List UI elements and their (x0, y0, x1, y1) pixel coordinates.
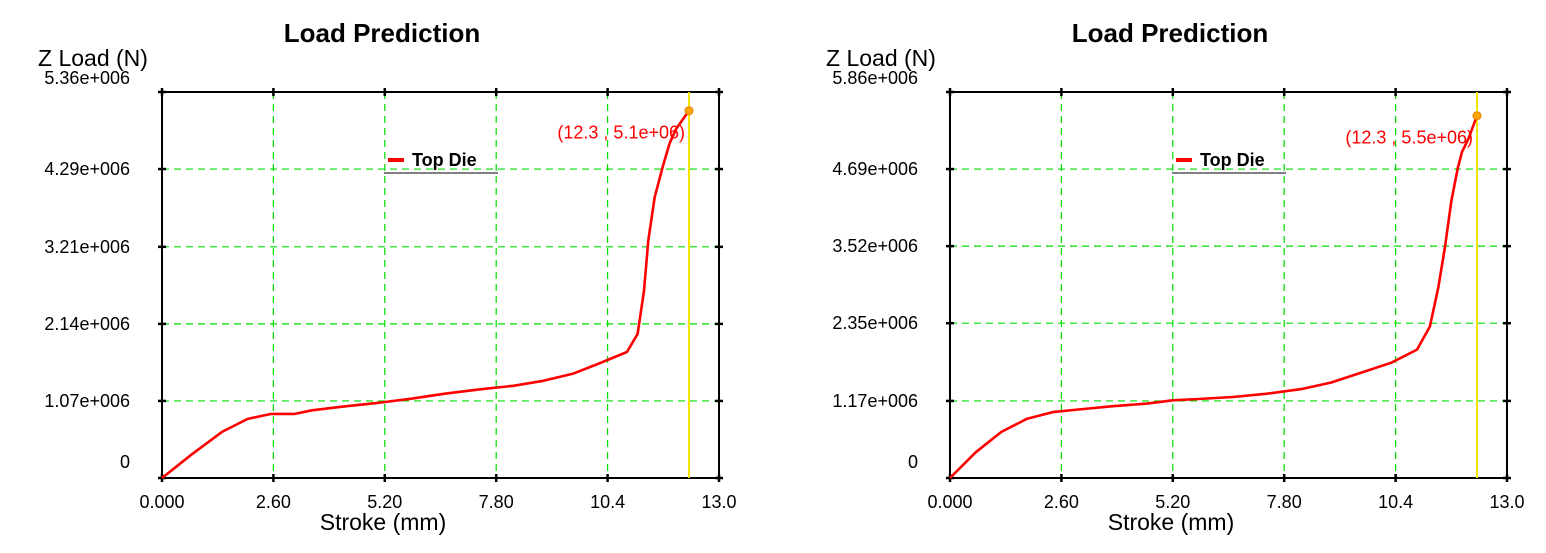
y-axis-label: Z Load (N) (38, 45, 148, 71)
chart-panel-right: Load Prediction Z Load (N) Stroke (mm) 0 1.1… (788, 0, 1546, 553)
x-tick-label: 7.80 (1267, 492, 1302, 512)
x-tick-label: 0.000 (927, 492, 972, 512)
x-tick-label: 2.60 (1044, 492, 1079, 512)
y-tick-label: 4.29e+006 (44, 159, 130, 179)
y-tick-label: 1.07e+006 (44, 391, 130, 411)
x-axis-label: Stroke (mm) (1108, 509, 1235, 535)
y-tick-label: 5.36e+006 (44, 68, 130, 88)
plot-frame (949, 91, 1508, 479)
y-axis-label: Z Load (N) (826, 45, 936, 71)
y-tick-label: 1.17e+006 (832, 391, 918, 411)
x-tick-label: 2.60 (256, 492, 291, 512)
chart-title: Load Prediction (1072, 18, 1268, 48)
x-axis-label: Stroke (mm) (320, 509, 447, 535)
chart-panel-left: Load Prediction Z Load (N) Stroke (mm) 0 1.0… (38, 18, 737, 535)
series-line-top-die (949, 115, 1479, 479)
y-tick-label: 3.52e+006 (832, 236, 918, 256)
x-tick-label: 0.000 (139, 492, 184, 512)
annotation-label: (12.3 , 5.5e+06) (1345, 128, 1473, 148)
annotation-label: (12.3 , 5.1e+06) (557, 123, 685, 143)
y-tick-label: 2.14e+006 (44, 314, 130, 334)
series-line-top-die (161, 109, 691, 480)
x-tick-label: 5.20 (367, 492, 402, 512)
plot-frame (161, 91, 720, 479)
chart-title: Load Prediction (284, 18, 480, 48)
load-prediction-chart-left: Load Prediction Z Load (N) Stroke (mm) 0 1.0… (38, 18, 737, 535)
load-prediction-chart-right: Load Prediction Z Load (N) Stroke (mm) 0 1.1… (826, 18, 1525, 535)
x-tick-label: 13.0 (1489, 492, 1524, 512)
y-tick-label: 5.86e+006 (832, 68, 918, 88)
x-tick-label: 10.4 (590, 492, 625, 512)
x-tick-label: 5.20 (1155, 492, 1190, 512)
annotation-marker (684, 106, 694, 116)
x-tick-label: 10.4 (1378, 492, 1413, 512)
y-tick-label: 2.35e+006 (832, 313, 918, 333)
y-tick-label: 3.21e+006 (44, 237, 130, 257)
annotation-marker (1472, 111, 1482, 121)
x-tick-label: 7.80 (479, 492, 514, 512)
y-tick-label: 0 (120, 452, 130, 472)
x-tick-label: 13.0 (701, 492, 736, 512)
legend-label: Top Die (1200, 150, 1265, 170)
legend-label: Top Die (412, 150, 477, 170)
y-tick-label: 0 (908, 452, 918, 472)
y-tick-label: 4.69e+006 (832, 159, 918, 179)
